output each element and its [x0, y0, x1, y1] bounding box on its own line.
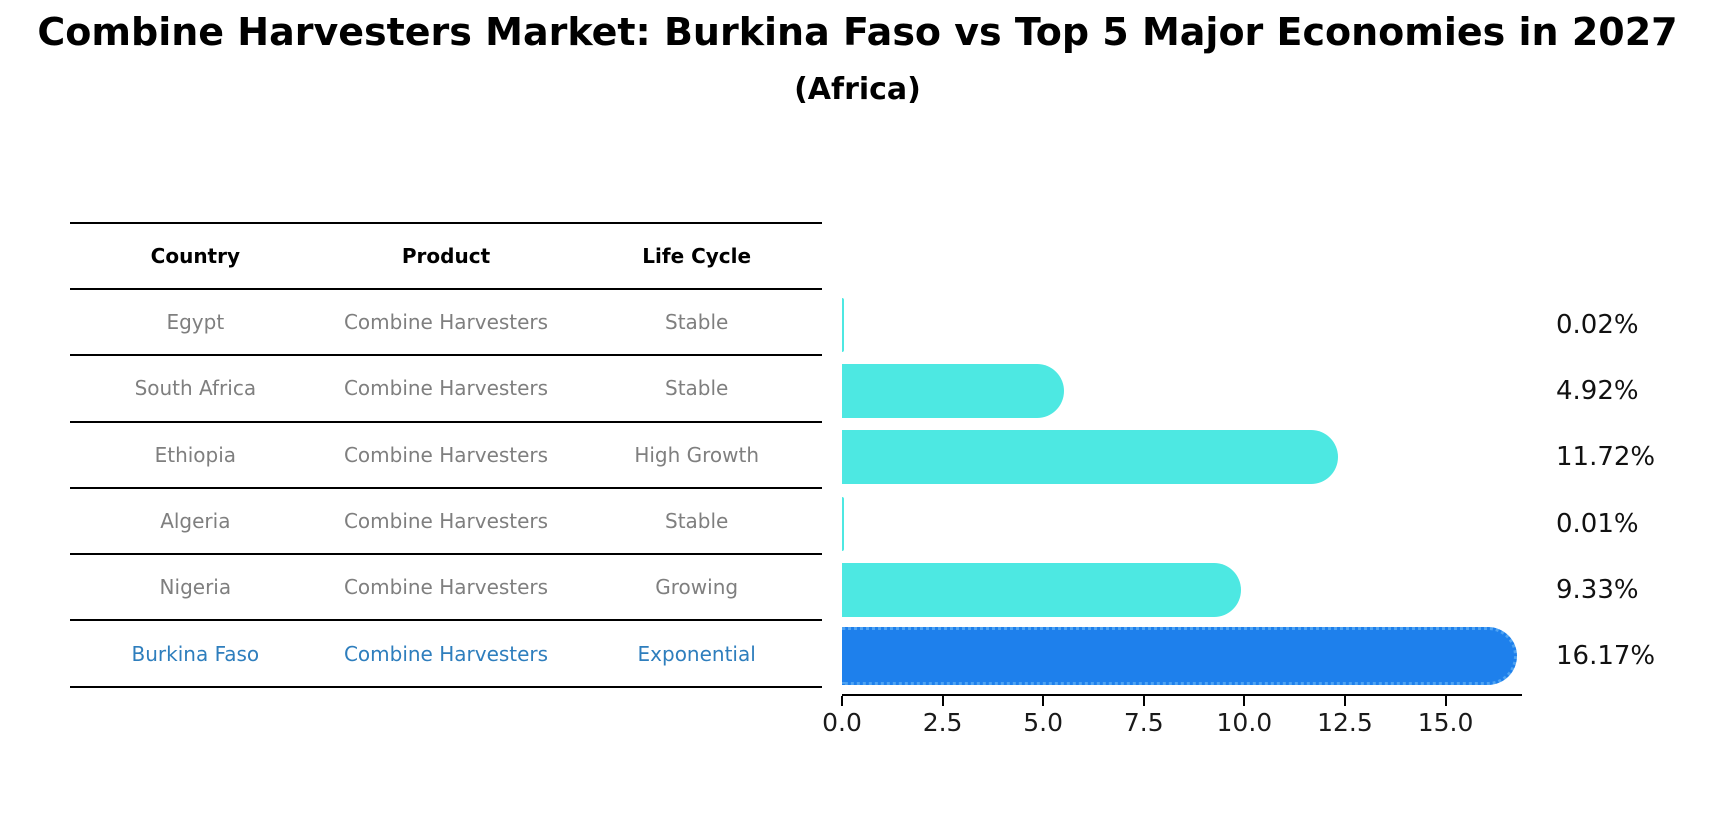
x-tick-mark	[941, 696, 944, 706]
x-tick-mark	[1142, 696, 1145, 706]
column-header-life-cycle: Life Cycle	[642, 244, 752, 268]
bars-container	[842, 292, 1522, 689]
data-table: Country Product Life Cycle Egypt Combine …	[70, 222, 822, 688]
x-axis: 0.0 2.5 5.0 7.5 10.0 12.5 15.0	[822, 694, 1522, 737]
chart-title: Combine Harvesters Market: Burkina Faso …	[37, 10, 1678, 54]
x-tick-label: 7.5	[1123, 708, 1164, 737]
table-cell-country: Burkina Faso	[131, 641, 260, 666]
table-cell-product: Combine Harvesters	[343, 575, 549, 600]
column-header-product: Product	[401, 244, 491, 268]
bar-nigeria	[842, 562, 1242, 617]
x-tick-mark	[1042, 696, 1045, 706]
x-tick-mark	[1343, 696, 1346, 706]
x-tick-label: 12.5	[1317, 708, 1373, 737]
bar-egypt	[842, 298, 844, 353]
table-cell-country: Ethiopia	[154, 442, 237, 467]
column-header-country: Country	[150, 244, 241, 268]
bar-row-egypt	[842, 292, 1522, 358]
table-cell-life-cycle: Stable	[665, 376, 729, 401]
table-cell-country: South Africa	[134, 376, 257, 401]
table-cell-country: Nigeria	[159, 575, 232, 600]
x-tick-label: 10.0	[1216, 708, 1273, 737]
table-cell-product: Combine Harvesters	[343, 376, 549, 401]
table-cell-life-cycle: Stable	[665, 509, 729, 534]
table-row-egypt: Egypt Combine Harvesters Stable	[70, 290, 822, 357]
value-label: 0.01%	[1556, 508, 1639, 539]
value-labels-container: 0.02% 4.92% 11.72% 0.01% 9.33% 16.17%	[1556, 292, 1706, 689]
table-cell-life-cycle: Stable	[665, 310, 729, 335]
table-header-row: Country Product Life Cycle	[70, 224, 822, 290]
bar-row-ethiopia	[842, 424, 1522, 490]
bar-plot	[842, 292, 1522, 690]
bar-row-burkina-faso	[842, 623, 1522, 689]
x-tick-mark	[1243, 696, 1246, 706]
bar-row-nigeria	[842, 557, 1522, 623]
x-tick-label: 0.0	[822, 708, 862, 737]
value-label: 11.72%	[1556, 442, 1656, 473]
table-row-algeria: Algeria Combine Harvesters Stable	[70, 489, 822, 556]
value-label-row-ethiopia: 11.72%	[1556, 424, 1706, 490]
table-cell-country: Algeria	[160, 509, 231, 534]
value-label: 9.33%	[1556, 574, 1639, 605]
value-label-row-south-africa: 4.92%	[1556, 358, 1706, 424]
table-cell-product: Combine Harvesters	[343, 310, 549, 335]
value-label-row-egypt: 0.02%	[1556, 292, 1706, 358]
table-body: Egypt Combine Harvesters Stable South Afric…	[70, 290, 822, 688]
value-label-row-algeria: 0.01%	[1556, 491, 1706, 557]
table-row-ethiopia: Ethiopia Combine Harvesters High Growth	[70, 423, 822, 489]
x-tick-label: 15.0	[1417, 708, 1474, 737]
table-cell-country: Egypt	[166, 310, 225, 335]
table-row-south-africa: South Africa Combine Harvesters Stable	[70, 356, 822, 423]
value-label-row-burkina-faso: 16.17%	[1556, 623, 1706, 689]
table-cell-life-cycle: Exponential	[637, 641, 756, 666]
bar-row-south-africa	[842, 358, 1522, 424]
chart-subtitle: (Africa)	[794, 72, 921, 107]
bar-row-algeria	[842, 491, 1522, 557]
value-label-row-nigeria: 9.33%	[1556, 557, 1706, 623]
value-label: 16.17%	[1556, 641, 1656, 672]
bar-algeria	[842, 496, 844, 551]
x-tick-mark	[1444, 696, 1447, 706]
bar-ethiopia	[842, 430, 1338, 485]
table-row-burkina-faso: Burkina Faso Combine Harvesters Exponentia…	[70, 621, 822, 688]
bar-burkina-faso	[842, 627, 1517, 686]
table-cell-life-cycle: High Growth	[634, 442, 760, 467]
x-tick-label: 5.0	[1023, 708, 1064, 737]
bar-south-africa	[842, 364, 1064, 419]
value-label: 4.92%	[1556, 376, 1639, 407]
x-tick-label: 2.5	[922, 708, 963, 737]
table-row-nigeria: Nigeria Combine Harvesters Growing	[70, 555, 822, 622]
table-cell-life-cycle: Growing	[655, 575, 739, 600]
table-cell-product: Combine Harvesters	[343, 641, 549, 666]
x-tick-mark	[841, 696, 843, 706]
table-cell-product: Combine Harvesters	[343, 442, 549, 467]
value-label: 0.02%	[1556, 310, 1639, 341]
table-cell-product: Combine Harvesters	[343, 509, 549, 534]
